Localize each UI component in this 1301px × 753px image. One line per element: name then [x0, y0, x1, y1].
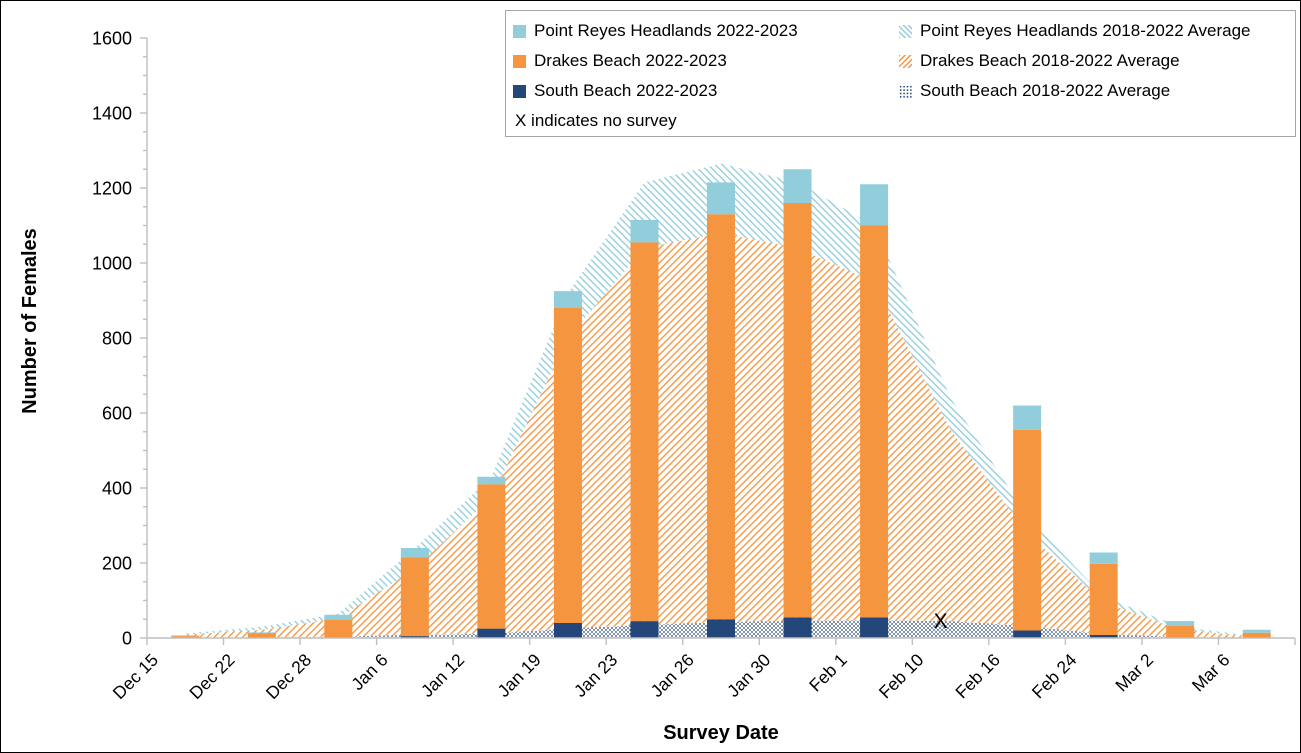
- legend-item-point-reyes-average: Point Reyes Headlands 2018-2022 Average: [899, 16, 1295, 46]
- svg-text:Mar 6: Mar 6: [1188, 650, 1234, 696]
- bar-segment: [783, 169, 812, 203]
- legend-column-left: Point Reyes Headlands 2022-2023 Drakes B…: [513, 16, 899, 136]
- south-beach-dots-swatch-icon: [899, 84, 912, 98]
- svg-text:Feb 1: Feb 1: [805, 650, 851, 696]
- svg-text:1000: 1000: [92, 254, 132, 274]
- svg-text:200: 200: [102, 554, 132, 574]
- drakes-beach-hatch-swatch-icon: [899, 54, 912, 68]
- bar-segment: [1166, 621, 1195, 626]
- bar-segment: [860, 225, 889, 618]
- legend-label: South Beach 2018-2022 Average: [920, 81, 1171, 100]
- svg-text:1400: 1400: [92, 104, 132, 124]
- bar-segment: [630, 621, 659, 638]
- bar-segment: [477, 476, 506, 485]
- legend-label: South Beach 2022-2023: [534, 81, 718, 100]
- legend-item-south-beach-average: South Beach 2018-2022 Average: [899, 76, 1295, 106]
- bar-segment: [477, 628, 506, 638]
- no-survey-x-marker: X: [934, 610, 948, 633]
- bar-segment: [400, 557, 429, 637]
- legend-column-right: Point Reyes Headlands 2018-2022 Average …: [899, 16, 1295, 136]
- svg-text:1200: 1200: [92, 179, 132, 199]
- svg-text:0: 0: [122, 629, 132, 649]
- bar-segment: [1013, 429, 1042, 631]
- bar-segment: [1089, 563, 1118, 635]
- svg-text:800: 800: [102, 329, 132, 349]
- bar-segment: [553, 308, 582, 623]
- bar-segment: [707, 214, 735, 620]
- legend-box: Point Reyes Headlands 2022-2023 Drakes B…: [505, 10, 1296, 137]
- svg-text:600: 600: [102, 404, 132, 424]
- legend-item-point-reyes-2022: Point Reyes Headlands 2022-2023: [513, 16, 899, 46]
- svg-text:Jan 19: Jan 19: [493, 650, 544, 701]
- bar-segment: [630, 219, 659, 243]
- svg-text:Mar 2: Mar 2: [1111, 650, 1157, 696]
- bar-segment: [630, 242, 659, 622]
- survey-bars: [171, 169, 1271, 638]
- legend-label: Drakes Beach 2018-2022 Average: [920, 51, 1180, 70]
- bar-segment: [477, 484, 506, 629]
- y-tick-labels: 0 200 400 600 800 1000 1200 1400 1600: [92, 29, 132, 649]
- legend-label: Drakes Beach 2022-2023: [534, 51, 727, 70]
- legend-item-south-beach-2022: South Beach 2022-2023: [513, 76, 899, 106]
- bar-segment: [553, 623, 582, 638]
- svg-text:Feb 16: Feb 16: [951, 650, 1004, 703]
- bar-segment: [324, 620, 353, 638]
- bar-segment: [707, 182, 735, 215]
- svg-text:Feb 24: Feb 24: [1028, 649, 1081, 702]
- bar-segment: [1013, 630, 1042, 638]
- y-axis-title: Number of Females: [19, 228, 41, 414]
- legend-note-no-survey: X indicates no survey: [513, 106, 899, 136]
- bar-segment: [860, 617, 889, 638]
- svg-text:1600: 1600: [92, 29, 132, 49]
- legend-label: Point Reyes Headlands 2022-2023: [534, 21, 798, 40]
- bar-segment: [171, 636, 200, 638]
- bar-segment: [783, 617, 812, 638]
- svg-text:Dec 28: Dec 28: [262, 650, 315, 703]
- svg-text:Feb 10: Feb 10: [875, 649, 928, 702]
- bar-segment: [400, 548, 429, 558]
- legend-item-drakes-beach-average: Drakes Beach 2018-2022 Average: [899, 46, 1295, 76]
- bar-segment: [171, 635, 200, 637]
- point-reyes-hatch-swatch-icon: [899, 24, 912, 38]
- point-reyes-solid-swatch-icon: [513, 24, 526, 38]
- bar-segment: [1242, 632, 1271, 638]
- svg-text:Dec 15: Dec 15: [109, 650, 162, 703]
- drakes-beach-solid-swatch-icon: [513, 54, 526, 68]
- bar-segment: [400, 636, 429, 638]
- axes: [140, 37, 1296, 645]
- bar-segment: [1166, 626, 1195, 638]
- bar-segment: [247, 632, 276, 634]
- bar-segment: [1013, 405, 1042, 430]
- svg-text:Jan 12: Jan 12: [417, 650, 468, 701]
- bar-segment: [783, 203, 812, 618]
- x-tick-labels: Dec 15 Dec 22 Dec 28 Jan 6 Jan 12 Jan 19 Jan 2…: [109, 649, 1234, 703]
- legend-item-drakes-beach-2022: Drakes Beach 2022-2023: [513, 46, 899, 76]
- svg-text:Jan 6: Jan 6: [347, 650, 391, 694]
- bar-segment: [247, 633, 276, 638]
- legend-note-text: X indicates no survey: [515, 111, 677, 130]
- svg-text:Jan 23: Jan 23: [570, 650, 621, 701]
- bar-segment: [324, 614, 353, 620]
- bar-segment: [860, 184, 889, 226]
- bar-segment: [707, 619, 735, 638]
- legend-label: Point Reyes Headlands 2018-2022 Average: [920, 21, 1251, 40]
- bar-segment: [1089, 635, 1118, 638]
- area-point-reyes-headlands-2018-2022-average: [185, 163, 1257, 637]
- svg-text:Jan 30: Jan 30: [723, 650, 774, 701]
- bar-segment: [1089, 552, 1118, 564]
- svg-text:Dec 22: Dec 22: [185, 650, 238, 703]
- bar-segment: [553, 291, 582, 308]
- bar-segment: [1242, 629, 1271, 633]
- south-beach-solid-swatch-icon: [513, 84, 526, 98]
- svg-text:400: 400: [102, 479, 132, 499]
- x-axis-title: Survey Date: [663, 722, 779, 744]
- svg-text:Jan 26: Jan 26: [647, 650, 698, 701]
